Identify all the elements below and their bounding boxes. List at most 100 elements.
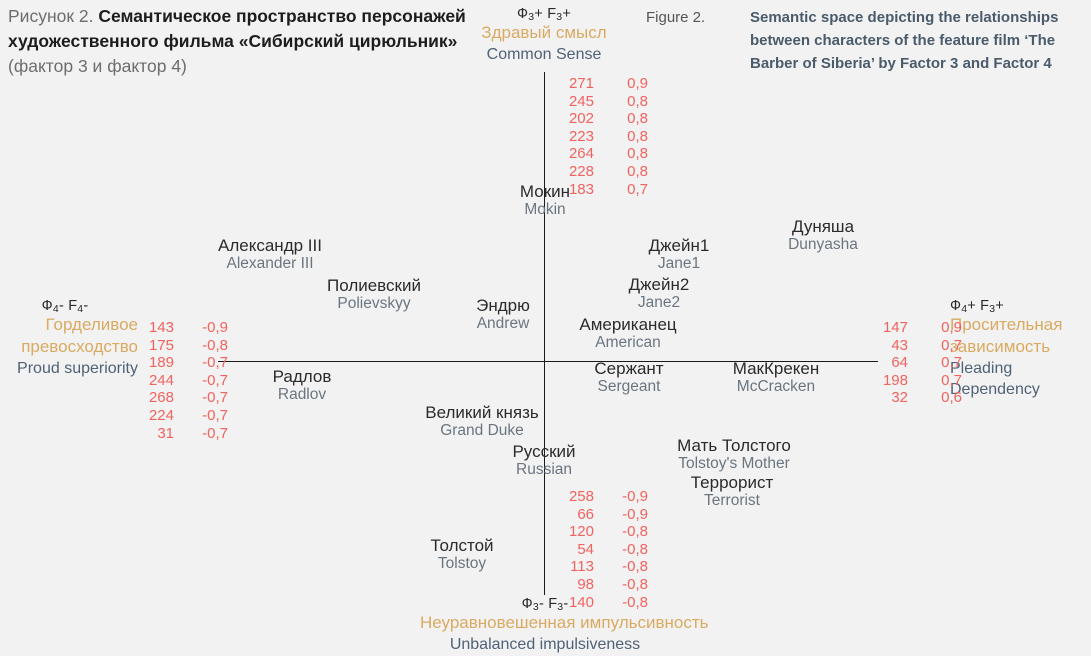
- loading-value: -0,8: [202, 336, 228, 354]
- loading-value: 0,8: [627, 145, 648, 163]
- loading-value: 0,9: [627, 75, 648, 92]
- loading-row: 198 0,7: [874, 372, 962, 390]
- loading-item-id: 147: [882, 319, 908, 336]
- loading-row: 143 -0,9: [140, 319, 228, 337]
- character-point: Террорист Terrorist: [582, 473, 882, 510]
- character-name-en: Dunyasha: [788, 236, 858, 253]
- character-name-ru: Дуняша: [791, 217, 855, 236]
- pole-name-en-top: Common Sense: [486, 46, 602, 63]
- loading-value: -0,9: [202, 319, 228, 336]
- loading-row: 258 -0,9: [560, 488, 648, 506]
- loading-value: 0,7: [941, 336, 962, 354]
- loading-value: -0,7: [202, 406, 228, 424]
- loading-value: -0,8: [622, 575, 648, 593]
- loading-item-id: 245: [568, 92, 594, 110]
- pole-code-right: Ф4+ F3+: [950, 298, 1004, 315]
- pole-code-bottom: Ф3- F3-: [521, 596, 569, 613]
- pole-name-ru-left: Горделивое превосходство: [21, 315, 138, 356]
- loading-row: 245 0,8: [560, 93, 648, 111]
- loading-row: 244 -0,7: [140, 372, 228, 390]
- caption-russian: Рисунок 2. Семантическое пространство пе…: [8, 4, 478, 79]
- pole-name-ru-top: Здравый смысл: [481, 23, 607, 42]
- character-point: МакКрекен McCracken: [626, 359, 926, 396]
- loading-item-id: 31: [157, 424, 174, 442]
- character-name-en: Jane1: [657, 255, 701, 272]
- loading-value: -0,8: [622, 558, 648, 576]
- loading-item-id: 264: [568, 145, 594, 163]
- loading-row: 64 0,7: [874, 354, 962, 372]
- loading-item-id: 113: [570, 558, 594, 576]
- character-point: Мать Толстого Tolstoy's Mother: [584, 436, 884, 473]
- character-name-ru: Радлов: [272, 367, 332, 386]
- character-name-ru: Американец: [579, 315, 677, 334]
- loading-item-id: 271: [568, 75, 594, 92]
- character-name-en: Mokin: [524, 201, 566, 218]
- loading-row: 120 -0,8: [560, 523, 648, 541]
- loading-item-id: 223: [568, 127, 594, 145]
- character-name-en: Jane2: [637, 294, 681, 311]
- loading-row: 43 0,7: [874, 337, 962, 355]
- loading-row: 175 -0,8: [140, 337, 228, 355]
- loading-item-id: 120: [568, 523, 594, 541]
- loading-row: 264 0,8: [560, 145, 648, 163]
- character-name-ru: Русский: [512, 442, 576, 461]
- loading-row: 268 -0,7: [140, 389, 228, 407]
- loading-item-id: 98: [577, 575, 594, 593]
- loading-row: 31 -0,7: [140, 425, 228, 443]
- figure-subtitle-ru: (фактор 3 и фактор 4): [8, 56, 187, 76]
- loading-row: 32 0,6: [874, 389, 962, 407]
- character-name-ru: Полиевский: [327, 276, 421, 295]
- character-name-ru: Сержант: [594, 359, 664, 378]
- pole-name-ru-right: Просительная зависимость: [950, 315, 1063, 356]
- character-name-en: Radlov: [277, 386, 327, 403]
- loading-value: -0,9: [622, 505, 648, 523]
- character-point: Американец American: [478, 315, 778, 352]
- loading-item-id: 183: [568, 180, 594, 198]
- loading-value: 0,8: [627, 110, 648, 128]
- loading-item-id: 143: [148, 319, 174, 336]
- character-name-en: Tolstoy's Mother: [678, 455, 790, 472]
- loading-row: 147 0,9: [874, 319, 962, 337]
- character-name-ru: Террорист: [690, 473, 774, 492]
- loading-row: 223 0,8: [560, 128, 648, 146]
- loading-item-id: 175: [148, 336, 174, 354]
- loading-value: 0,7: [941, 371, 962, 389]
- loading-value: 0,9: [941, 319, 962, 336]
- pole-name-en-left: Proud superiority: [17, 360, 138, 377]
- loading-item-id: 202: [568, 110, 594, 128]
- loading-row: 202 0,8: [560, 110, 648, 128]
- loading-item-id: 198: [882, 371, 908, 389]
- loading-row: 228 0,8: [560, 163, 648, 181]
- loading-row: 140 -0,8: [560, 594, 648, 612]
- loading-value: 0,8: [627, 127, 648, 145]
- loading-value: 0,8: [627, 92, 648, 110]
- pole-label-left: Ф4- F4- Горделивое превосходство Proud s…: [0, 298, 138, 379]
- caption-english: Figure 2. Semantic space depicting the r…: [646, 6, 1091, 75]
- character-point: Джейн1 Jane1: [529, 236, 829, 273]
- loading-item-id: 244: [148, 371, 174, 389]
- pole-code-top: Ф3+ F3+: [517, 6, 571, 23]
- loading-value: 0,8: [627, 162, 648, 180]
- character-name-ru: Толстой: [430, 536, 494, 555]
- character-point: Дуняша Dunyasha: [673, 217, 973, 254]
- loading-value: -0,7: [202, 371, 228, 389]
- character-name-ru: Джейн1: [648, 236, 710, 255]
- character-name-en: Sergeant: [597, 378, 661, 395]
- character-name-en: Grand Duke: [440, 422, 524, 439]
- loading-value: 0,7: [941, 354, 962, 372]
- loading-value: -0,7: [202, 389, 228, 407]
- loading-value: -0,9: [622, 488, 648, 505]
- loading-value: -0,8: [622, 523, 648, 541]
- character-point: Полиевский Polievskyy: [224, 276, 524, 313]
- loading-value: 0,6: [941, 389, 962, 407]
- loading-item-id: 32: [891, 389, 908, 407]
- loading-item-id: 140: [568, 593, 594, 611]
- loading-item-id: 228: [568, 162, 594, 180]
- pole-name-ru-bottom: Неуравновешенная импульсивность: [420, 613, 709, 632]
- pole-label-right: Ф4+ F3+ Просительная зависимость Pleadin…: [950, 298, 1091, 400]
- character-point: Радлов Radlov: [152, 367, 452, 404]
- loading-row: 113 -0,8: [560, 558, 648, 576]
- character-name-en: Andrew: [476, 315, 530, 332]
- loading-row: 98 -0,8: [560, 576, 648, 594]
- loading-value: -0,8: [622, 593, 648, 611]
